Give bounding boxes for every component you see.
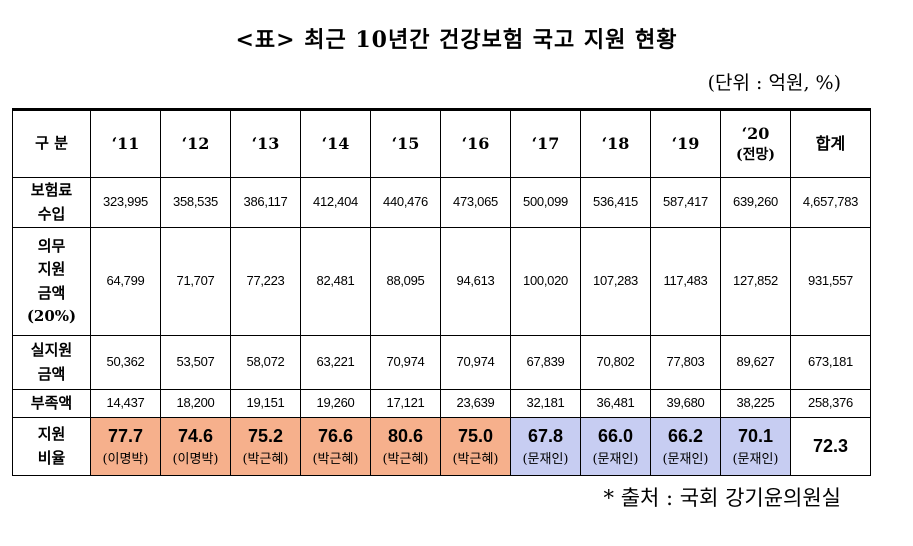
table-row: 실지원 금액 50,362 53,507 58,072 63,221 70,974… — [12, 335, 871, 390]
table-cell: 50,362 — [90, 335, 161, 390]
row-total: 258,376 — [790, 389, 871, 418]
rate-cell: 66.0 (문재인) — [580, 417, 651, 476]
table-cell: 70,974 — [440, 335, 511, 390]
forecast-note: (전망) — [735, 146, 775, 163]
table-title: <표> 최근 10년간 건강보험 국고 지원 현황 — [235, 27, 678, 53]
rate-cell: 77.7 (이명박) — [90, 417, 161, 476]
rate-cell: 66.2 (문재인) — [650, 417, 721, 476]
rate-cell: 70.1 (문재인) — [720, 417, 791, 476]
table-cell: 36,481 — [580, 389, 651, 418]
support-table: 구 분 ‘11 ‘12 ‘13 ‘14 ‘15 ‘16 ‘17 ‘18 ‘19 … — [12, 108, 871, 476]
rate-total: 72.3 — [790, 417, 871, 476]
rate-cell: 75.0 (박근혜) — [440, 417, 511, 476]
table-cell: 587,417 — [650, 177, 721, 228]
table-cell: 19,151 — [230, 389, 301, 418]
unit-note: (단위 : 억원, %) — [707, 72, 841, 94]
table-cell: 89,627 — [720, 335, 791, 390]
table-cell: 412,404 — [300, 177, 371, 228]
table-row: 보험료 수입 323,995 358,535 386,117 412,404 44… — [12, 177, 871, 228]
rate-cell: 75.2 (박근혜) — [230, 417, 301, 476]
table-cell: 94,613 — [440, 227, 511, 336]
table-cell: 19,260 — [300, 389, 371, 418]
table-cell: 32,181 — [510, 389, 581, 418]
table-cell: 64,799 — [90, 227, 161, 336]
year-header: ‘20 — [741, 123, 770, 143]
year-header: ‘19 — [650, 108, 721, 178]
rate-cell: 76.6 (박근혜) — [300, 417, 371, 476]
table-cell: 23,639 — [440, 389, 511, 418]
rate-cell: 80.6 (박근혜) — [370, 417, 441, 476]
table-cell: 67,839 — [510, 335, 581, 390]
year-header: ‘16 — [440, 108, 511, 178]
source-note: * 출처 : 국회 강기윤의원실 — [603, 486, 841, 510]
row-total: 931,557 — [790, 227, 871, 336]
table-cell: 70,974 — [370, 335, 441, 390]
table-cell: 71,707 — [160, 227, 231, 336]
year-header-forecast: ‘20 (전망) — [720, 108, 791, 178]
table-cell: 323,995 — [90, 177, 161, 228]
table-cell: 53,507 — [160, 335, 231, 390]
table-cell: 77,223 — [230, 227, 301, 336]
table-cell: 58,072 — [230, 335, 301, 390]
year-header: ‘12 — [160, 108, 231, 178]
row-label: 보험료 수입 — [12, 177, 91, 228]
table-row: 의무 지원 금액 (20%) 64,799 71,707 77,223 82,481 … — [12, 227, 871, 336]
table-cell: 88,095 — [370, 227, 441, 336]
year-header: ‘15 — [370, 108, 441, 178]
table-cell: 70,802 — [580, 335, 651, 390]
rate-cell: 74.6 (이명박) — [160, 417, 231, 476]
table-cell: 536,415 — [580, 177, 651, 228]
row-total: 673,181 — [790, 335, 871, 390]
table-cell: 473,065 — [440, 177, 511, 228]
table-cell: 82,481 — [300, 227, 371, 336]
table-cell: 639,260 — [720, 177, 791, 228]
table-cell: 358,535 — [160, 177, 231, 228]
table-cell: 100,020 — [510, 227, 581, 336]
year-header: ‘14 — [300, 108, 371, 178]
table-cell: 38,225 — [720, 389, 791, 418]
row-total: 4,657,783 — [790, 177, 871, 228]
year-header: ‘13 — [230, 108, 301, 178]
table-cell: 386,117 — [230, 177, 301, 228]
support-rate-row: 지원 비율 77.7 (이명박) 74.6 (이명박) 75.2 (박근혜) 76.6(… — [12, 417, 871, 476]
table-cell: 14,437 — [90, 389, 161, 418]
table-cell: 127,852 — [720, 227, 791, 336]
rate-cell: 67.8 (문재인) — [510, 417, 581, 476]
table-cell: 63,221 — [300, 335, 371, 390]
year-header: ‘17 — [510, 108, 581, 178]
table-cell: 77,803 — [650, 335, 721, 390]
row-label: 의무 지원 금액 (20%) — [12, 227, 91, 336]
header-label: 구 분 — [12, 108, 91, 178]
table-row: 부족액 14,437 18,200 19,151 19,260 17,121 2… — [12, 389, 871, 418]
year-header: ‘18 — [580, 108, 651, 178]
table-cell: 117,483 — [650, 227, 721, 336]
table-cell: 17,121 — [370, 389, 441, 418]
table-cell: 107,283 — [580, 227, 651, 336]
year-header: ‘11 — [90, 108, 161, 178]
table-cell: 39,680 — [650, 389, 721, 418]
row-label: 실지원 금액 — [12, 335, 91, 390]
table-cell: 440,476 — [370, 177, 441, 228]
table-cell: 18,200 — [160, 389, 231, 418]
total-header: 합계 — [790, 108, 871, 178]
row-label: 지원 비율 — [12, 417, 91, 476]
header-row: 구 분 ‘11 ‘12 ‘13 ‘14 ‘15 ‘16 ‘17 ‘18 ‘19 … — [12, 108, 871, 178]
table-cell: 500,099 — [510, 177, 581, 228]
row-label: 부족액 — [12, 389, 91, 418]
